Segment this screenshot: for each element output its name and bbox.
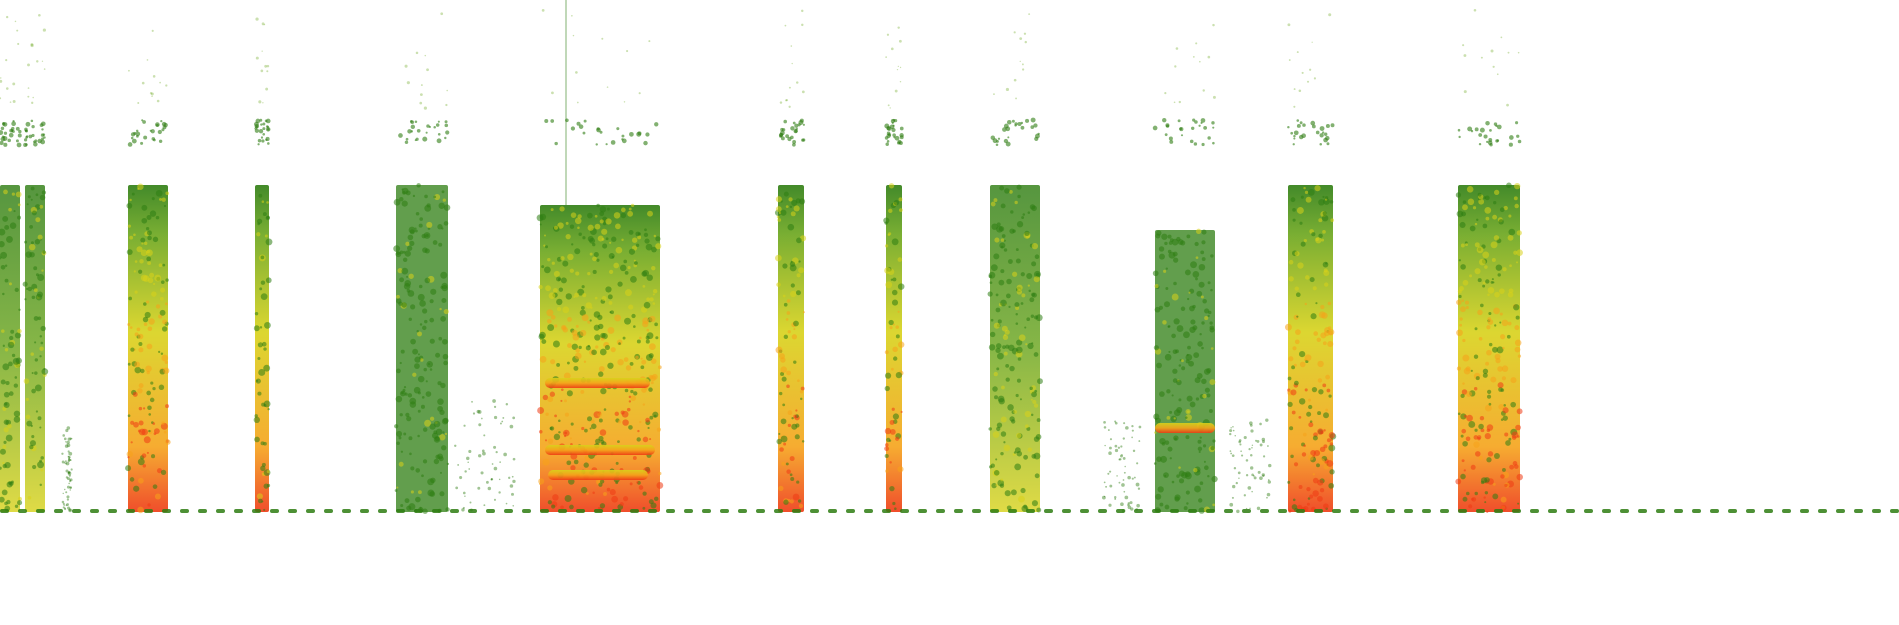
baseline-noise xyxy=(0,509,1899,513)
spectrogram-segment xyxy=(22,13,49,512)
spectrogram-segment xyxy=(1101,420,1142,513)
spectrogram-segment xyxy=(1229,418,1272,514)
spectrogram-segment xyxy=(61,426,73,513)
spectrogram-segment xyxy=(1455,8,1523,514)
spectrogram-segment xyxy=(1284,13,1337,513)
spectrogram-segment xyxy=(1152,23,1218,514)
spectrogram-segment xyxy=(393,12,451,514)
formant-bands xyxy=(545,378,1215,480)
spectrogram-segment xyxy=(0,15,23,512)
spectrogram-segment xyxy=(987,13,1043,513)
spectrogram-segment xyxy=(536,8,664,512)
spectrogram-segment xyxy=(253,17,273,512)
spectrogram-segment xyxy=(774,9,807,512)
spectrogram-segment xyxy=(883,26,905,512)
spectrogram-segment xyxy=(454,399,516,512)
spectrogram-segment xyxy=(125,29,171,514)
spectrogram-segments xyxy=(0,8,1523,514)
